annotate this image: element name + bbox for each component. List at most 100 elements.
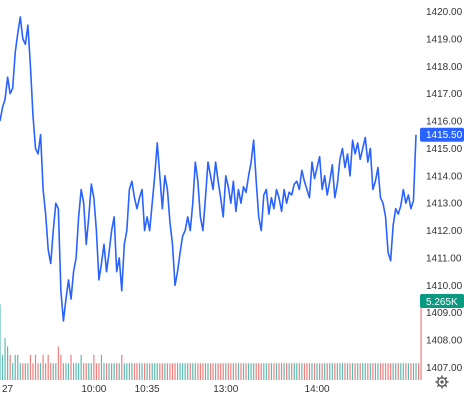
volume-bar xyxy=(113,363,115,380)
volume-bar xyxy=(111,363,113,380)
volume-bar xyxy=(339,363,341,380)
volume-bar xyxy=(70,354,72,380)
volume-bar xyxy=(47,354,49,380)
volume-bar xyxy=(225,363,227,380)
volume-bar xyxy=(288,363,290,380)
volume-bar xyxy=(45,363,47,380)
volume-bar xyxy=(255,363,257,380)
volume-bar xyxy=(316,363,318,380)
volume-bar xyxy=(179,363,181,380)
y-tick-label: 1414.00 xyxy=(426,171,463,182)
volume-bar xyxy=(105,363,108,380)
volume-bar xyxy=(55,363,57,380)
volume-bar xyxy=(354,363,356,380)
volume-bar xyxy=(395,363,397,380)
volume-bar xyxy=(278,363,280,380)
time-axis[interactable]: 27 10:00 10:35 13:00 14:00 xyxy=(2,384,330,395)
volume-bar xyxy=(298,363,300,380)
volume-bar xyxy=(245,363,247,380)
volume-bar xyxy=(275,363,278,380)
volume-bar xyxy=(90,363,92,380)
volume-bar xyxy=(166,363,169,380)
volume-bar xyxy=(240,363,242,380)
volume-bar xyxy=(367,363,369,380)
volume-bar xyxy=(83,363,85,380)
volume-bar xyxy=(146,363,148,380)
volume-bar xyxy=(410,363,412,380)
volume-bar xyxy=(141,363,143,380)
volume-bar xyxy=(387,363,389,380)
volume-bar xyxy=(194,363,196,380)
x-tick-label: 14:00 xyxy=(305,384,330,395)
volume-bar xyxy=(268,363,270,380)
volume-bar xyxy=(359,363,361,380)
y-tick-label: 1408.00 xyxy=(426,336,463,347)
y-tick-label: 1413.00 xyxy=(426,199,463,210)
y-tick-label: 1415.00 xyxy=(426,144,463,155)
x-tick-label: 10:35 xyxy=(135,384,160,395)
price-axis[interactable]: 1407.00 1408.00 1409.00 1410.00 1411.00 1412.… xyxy=(426,7,463,374)
volume-bar xyxy=(116,363,118,380)
y-tick-label: 1411.00 xyxy=(426,253,462,264)
volume-bar xyxy=(344,363,346,380)
volume-bar xyxy=(197,363,199,380)
volume-bar xyxy=(217,363,219,380)
volume-bar xyxy=(118,363,120,380)
y-tick-label: 1420.00 xyxy=(426,7,463,18)
volume-bar xyxy=(301,363,303,380)
volume-bar xyxy=(313,363,316,380)
volume-bar xyxy=(34,354,37,380)
volume-bar xyxy=(250,363,252,380)
volume-bar xyxy=(329,363,331,380)
volume-bar xyxy=(154,363,156,380)
volume-bar xyxy=(156,363,158,380)
volume-bar xyxy=(311,363,313,380)
volume-bar xyxy=(202,363,204,380)
volume-bar xyxy=(32,363,34,380)
y-tick-label: 1417.00 xyxy=(426,89,463,100)
volume-bar xyxy=(306,363,308,380)
volume-bar xyxy=(242,363,245,380)
x-tick-label: 27 xyxy=(2,384,14,395)
volume-bar xyxy=(291,363,293,380)
volume-bar xyxy=(384,363,387,380)
volume-bar xyxy=(379,363,382,380)
volume-bar xyxy=(62,363,65,380)
volume-bar xyxy=(164,363,166,380)
volume-bar xyxy=(85,363,87,380)
volume-bar xyxy=(308,363,311,380)
volume-bar xyxy=(169,363,171,380)
volume-bar xyxy=(22,363,24,380)
volume-bar xyxy=(103,363,105,380)
volume-bar xyxy=(326,363,328,380)
price-series xyxy=(0,16,417,322)
volume-bar xyxy=(88,363,90,380)
volume-bar xyxy=(182,363,184,380)
gear-icon[interactable] xyxy=(435,375,449,389)
volume-bar xyxy=(369,363,371,380)
volume-bar xyxy=(283,363,285,380)
volume-bar xyxy=(415,363,417,380)
volume-bar xyxy=(222,363,224,380)
volume-bar xyxy=(123,363,125,380)
volume-bar xyxy=(390,363,392,380)
volume-bar xyxy=(0,304,1,380)
volume-bar xyxy=(161,363,163,380)
volume-bar xyxy=(1,354,4,380)
volume-bar xyxy=(260,363,262,380)
volume-bar xyxy=(121,354,123,380)
volume-bar xyxy=(80,354,82,380)
volume-bar xyxy=(149,363,151,380)
volume-bar xyxy=(351,363,354,380)
volume-bar xyxy=(143,363,146,380)
volume-bar xyxy=(9,354,11,380)
volume-bar xyxy=(7,346,9,380)
volume-bar xyxy=(321,363,323,380)
volume-bar xyxy=(133,363,136,380)
volume-bar xyxy=(215,363,217,380)
volume-bar xyxy=(346,363,349,380)
volume-bar xyxy=(159,363,161,380)
volume-bar xyxy=(402,363,404,380)
y-tick-label: 1412.00 xyxy=(426,226,463,237)
